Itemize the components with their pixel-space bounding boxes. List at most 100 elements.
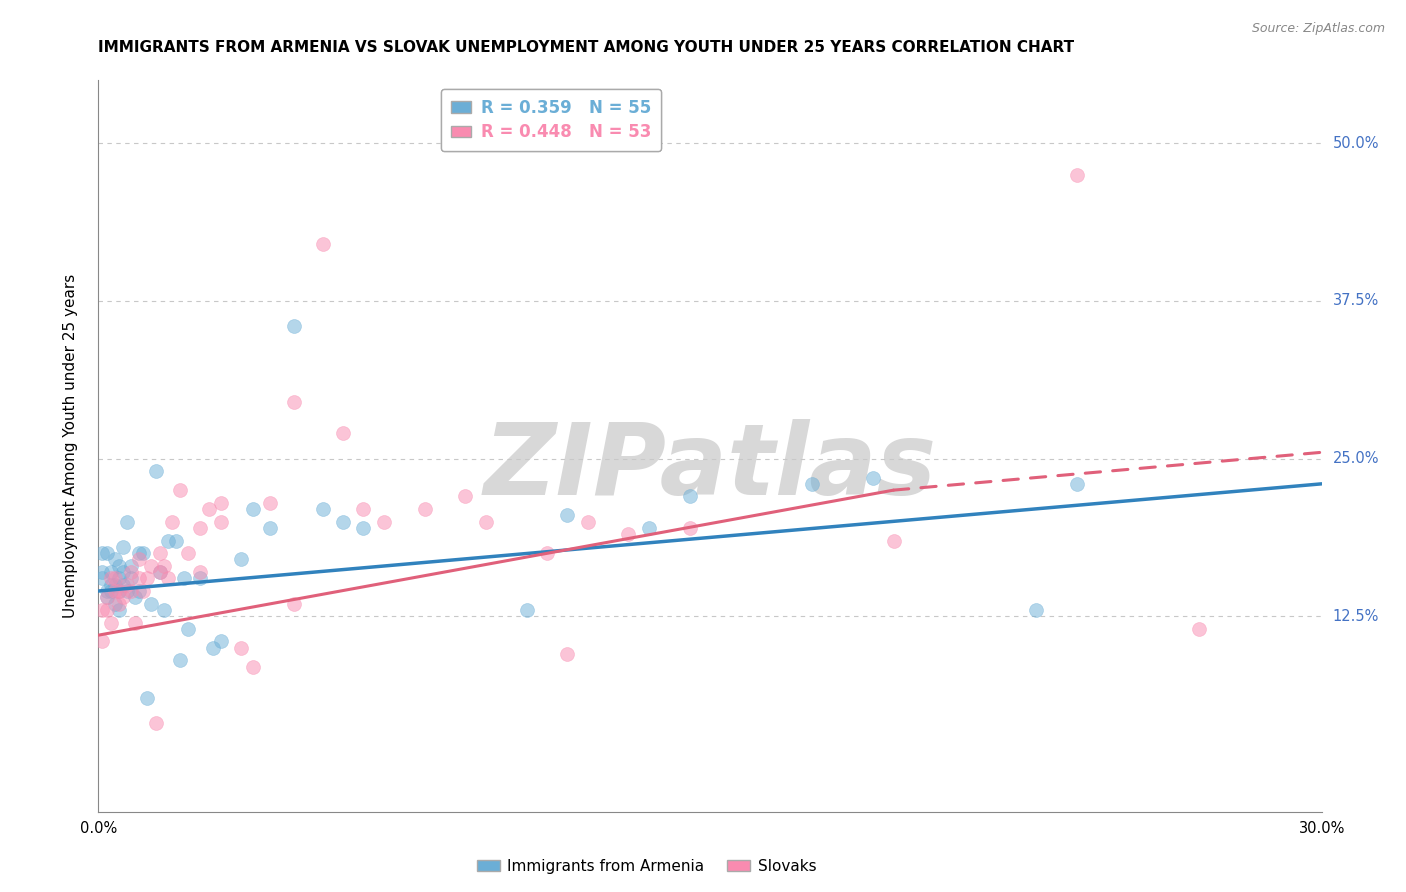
Point: [91, 565, 114, 579]
Point: [91, 546, 114, 560]
Point: [617, 527, 640, 541]
Point: [373, 515, 395, 529]
Point: [104, 571, 127, 585]
Point: [169, 653, 191, 667]
Point: [188, 521, 212, 535]
Point: [120, 584, 142, 599]
Point: [312, 502, 335, 516]
Point: [555, 647, 579, 661]
Point: [152, 558, 174, 573]
Legend: Immigrants from Armenia, Slovaks: Immigrants from Armenia, Slovaks: [471, 853, 823, 880]
Point: [141, 558, 163, 573]
Point: [111, 565, 134, 579]
Point: [152, 603, 174, 617]
Point: [100, 584, 122, 599]
Point: [128, 571, 150, 585]
Point: [209, 496, 232, 510]
Text: 12.5%: 12.5%: [1333, 608, 1379, 624]
Point: [188, 565, 212, 579]
Point: [100, 571, 122, 585]
Point: [231, 640, 253, 655]
Point: [536, 546, 558, 560]
Point: [576, 515, 599, 529]
Point: [145, 464, 167, 478]
Point: [96, 546, 118, 560]
Point: [132, 546, 155, 560]
Point: [259, 496, 281, 510]
Point: [474, 515, 498, 529]
Point: [104, 597, 127, 611]
Point: [108, 571, 131, 585]
Point: [100, 565, 122, 579]
Point: [104, 552, 127, 566]
Point: [209, 634, 232, 648]
Point: [108, 558, 131, 573]
Point: [1066, 476, 1088, 491]
Point: [352, 502, 374, 516]
Point: [104, 578, 127, 592]
Point: [91, 634, 114, 648]
Point: [413, 502, 436, 516]
Point: [100, 615, 122, 630]
Text: IMMIGRANTS FROM ARMENIA VS SLOVAK UNEMPLOYMENT AMONG YOUTH UNDER 25 YEARS CORREL: IMMIGRANTS FROM ARMENIA VS SLOVAK UNEMPL…: [98, 40, 1074, 55]
Point: [231, 552, 253, 566]
Point: [242, 502, 264, 516]
Point: [115, 584, 138, 599]
Point: [1188, 622, 1211, 636]
Point: [679, 521, 702, 535]
Point: [108, 597, 131, 611]
Point: [312, 237, 335, 252]
Point: [108, 584, 131, 599]
Point: [555, 508, 579, 523]
Point: [454, 490, 477, 504]
Point: [104, 584, 127, 599]
Point: [96, 603, 118, 617]
Point: [188, 571, 212, 585]
Point: [91, 603, 114, 617]
Point: [209, 515, 232, 529]
Text: 25.0%: 25.0%: [1333, 451, 1379, 467]
Point: [149, 546, 172, 560]
Point: [862, 470, 884, 484]
Point: [96, 591, 118, 605]
Point: [332, 515, 354, 529]
Point: [128, 546, 150, 560]
Point: [883, 533, 905, 548]
Point: [259, 521, 281, 535]
Point: [120, 558, 142, 573]
Point: [115, 578, 138, 592]
Point: [1025, 603, 1047, 617]
Point: [128, 552, 150, 566]
Point: [111, 591, 134, 605]
Point: [242, 659, 264, 673]
Text: ZIPatlas: ZIPatlas: [484, 419, 936, 516]
Point: [201, 640, 224, 655]
Point: [128, 584, 150, 599]
Point: [177, 546, 200, 560]
Point: [96, 591, 118, 605]
Point: [120, 565, 142, 579]
Point: [173, 571, 195, 585]
Point: [177, 622, 200, 636]
Point: [141, 597, 163, 611]
Point: [91, 571, 114, 585]
Point: [679, 490, 702, 504]
Point: [156, 571, 179, 585]
Point: [197, 502, 219, 516]
Point: [516, 603, 538, 617]
Point: [96, 584, 118, 599]
Point: [115, 515, 138, 529]
Text: Source: ZipAtlas.com: Source: ZipAtlas.com: [1251, 22, 1385, 36]
Point: [169, 483, 191, 497]
Point: [120, 571, 142, 585]
Point: [108, 584, 131, 599]
Point: [132, 584, 155, 599]
Point: [124, 591, 146, 605]
Point: [124, 615, 146, 630]
Point: [100, 578, 122, 592]
Point: [145, 716, 167, 731]
Point: [111, 578, 134, 592]
Point: [801, 476, 824, 491]
Point: [637, 521, 661, 535]
Point: [149, 565, 172, 579]
